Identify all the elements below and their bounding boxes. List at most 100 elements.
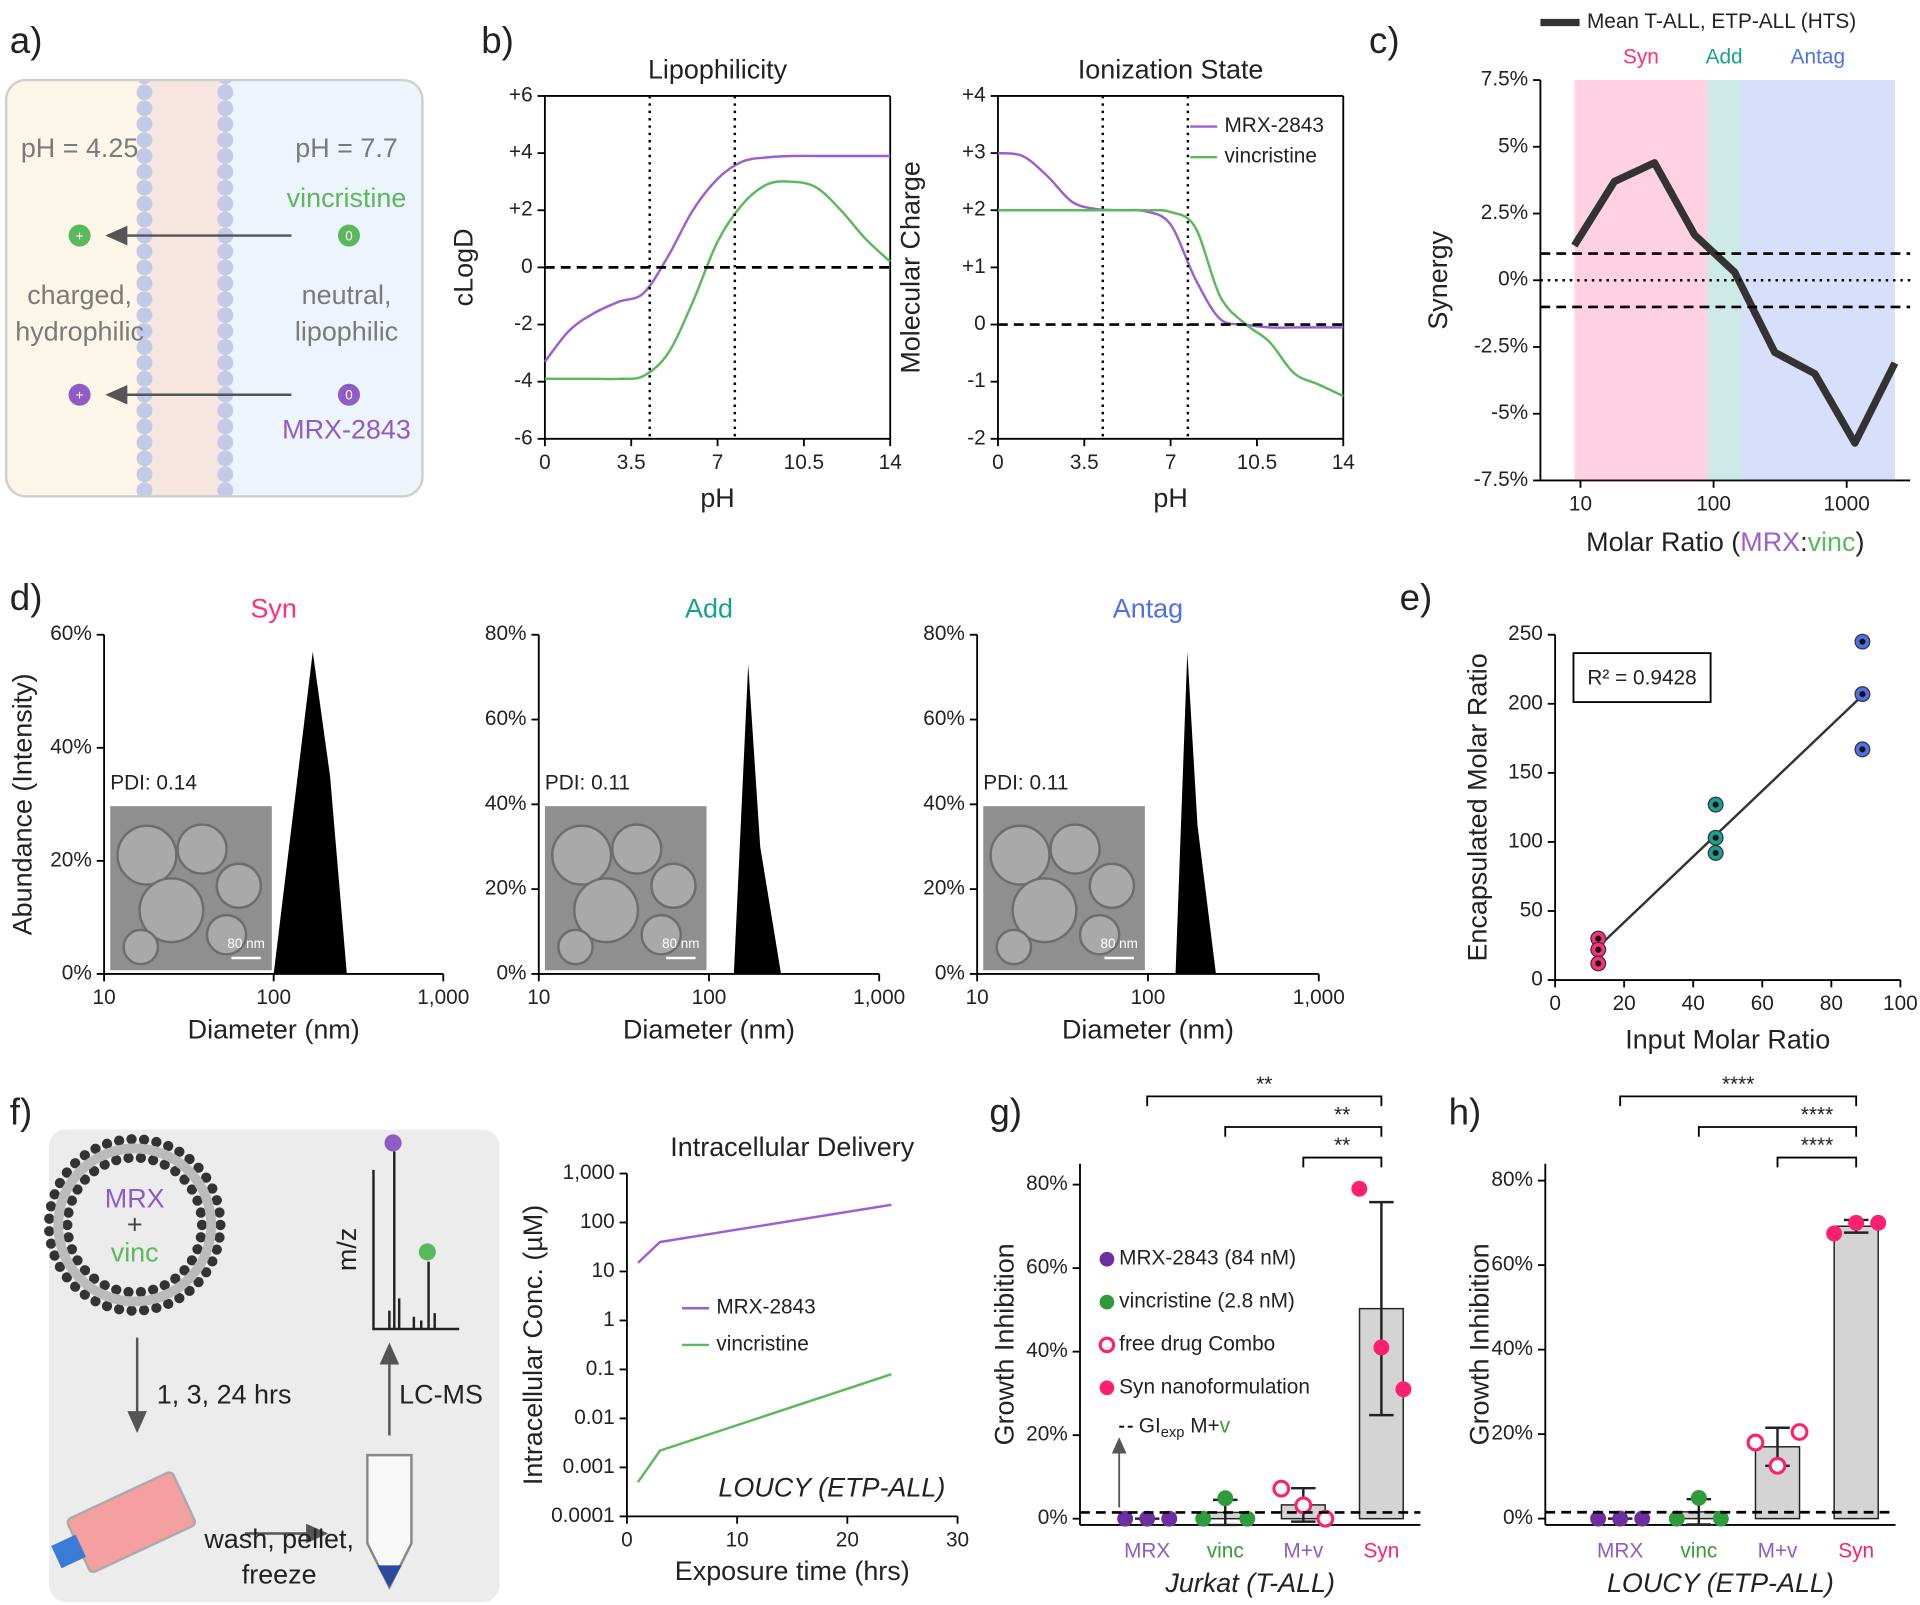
y-tick-label: 60% [485,707,527,730]
label-part: MRX [1740,527,1800,557]
y-axis-label: Growth Inhibition [990,1243,1020,1445]
x-axis-label: Diameter (nm) [1062,1015,1234,1045]
y-tick-label: 200 [1508,691,1543,714]
lipid-head [217,450,234,467]
data-point [1768,1456,1787,1475]
fit-line [1597,694,1864,948]
lipid-head [217,466,234,483]
lipid-head [136,402,153,419]
lipid-head [211,1244,222,1255]
liposome [44,1134,226,1316]
lipid-head [217,307,234,324]
x-tick-label: Syn [1363,1539,1399,1562]
y-tick-label: 0.0001 [551,1504,615,1527]
bilayer [53,1143,217,1307]
pdi-label: PDI: 0.11 [983,772,1068,795]
lipid-head [217,402,234,419]
legend-label: free drug Combo [1119,1332,1275,1355]
lipid-head [138,1134,150,1145]
lipid-head [217,243,234,260]
lipid-head [151,1136,162,1148]
legend-label: vincristine [716,1332,808,1355]
legend-marker [1099,1380,1115,1396]
chart-title: Antag [1113,593,1183,623]
lipid-head [217,434,234,451]
y-tick-label: -4 [514,369,533,392]
y-tick-label: 80% [485,622,527,645]
pdi-label: PDI: 0.14 [110,772,197,795]
point-core [1712,801,1719,808]
vesicle [989,824,1051,886]
size-distribution [1175,651,1216,974]
scale-bar-label: 80 nm [1100,936,1137,951]
lipid-head [193,1277,204,1288]
x-tick-label: M+v [1283,1539,1323,1562]
lipid-head [179,1174,190,1185]
molecule [337,383,360,406]
lipid-head [136,434,153,451]
vesicle [557,928,594,966]
legend-marker [1098,1336,1116,1354]
lipid-head [217,370,234,387]
x-tick-label: 40 [1682,992,1705,1015]
lipid-head [217,116,234,133]
y-tick-label: 250 [1508,622,1543,645]
label-part: v [1220,1414,1231,1437]
x-tick-label: 1,000 [1293,986,1345,1009]
y-axis-label: Synergy [1423,230,1453,329]
drug-name: MRX-2843 [282,415,411,445]
lipid-head [54,1261,66,1273]
lipid-head [217,259,234,276]
significance-label: ** [1334,1103,1350,1126]
x-tick-label: 100 [692,986,727,1009]
lipid-head [138,1305,150,1316]
point [1590,941,1607,958]
x-tick-label: 10 [966,986,989,1009]
point [1854,686,1871,703]
y-tick-label: 1,000 [563,1161,615,1184]
state-label: hydrophilic [15,317,144,347]
data-point [1848,1214,1865,1231]
y-tick-label: -1 [967,369,986,392]
point-core [1595,946,1602,953]
size-distribution [273,651,347,974]
y-tick-label: 0% [62,961,92,984]
x-tick-label: 1,000 [853,986,905,1009]
data-point [1217,1490,1234,1507]
flask-cap [51,1534,86,1569]
x-tick-label: 0 [1549,992,1561,1015]
membrane-core [149,80,221,497]
y-tick-label: 50 [1520,898,1543,921]
y-tick-label: 0.01 [574,1406,614,1429]
size-distribution [733,664,782,974]
significance-bracket [1619,1095,1858,1107]
chart-title: Add [685,593,733,623]
significance-bracket [1776,1156,1858,1168]
x-tick-label: 10.5 [784,451,824,474]
y-axis-label: Intracellular Conc. (µM) [518,1205,548,1485]
x-axis-label: Diameter (nm) [188,1015,360,1045]
point [1707,829,1724,846]
data-point [1351,1180,1368,1197]
lipid-head [136,323,153,340]
lipid-head [196,1219,208,1231]
lipid-head [136,163,153,180]
ph-label: pH = 4.25 [21,133,139,163]
lipid-head [79,1150,90,1161]
lipid-head [45,1201,57,1212]
lipid-head [88,1166,100,1177]
vesicle [1011,877,1078,944]
lipid-head [72,1255,83,1266]
y-tick-label: 80% [923,622,965,645]
panel-label: a) [10,20,43,61]
y-tick-label: -6 [514,426,533,449]
panel-label: c) [1369,20,1400,61]
lipid-head [101,1138,113,1149]
data-point [1395,1381,1412,1398]
diagram-border [4,78,424,498]
error-bar [1369,1200,1394,1417]
data-point [1612,1510,1629,1527]
lipid-head [159,1280,170,1291]
x-tick-label: 100 [256,986,291,1009]
step-label: 1, 3, 24 hrs [157,1379,292,1409]
